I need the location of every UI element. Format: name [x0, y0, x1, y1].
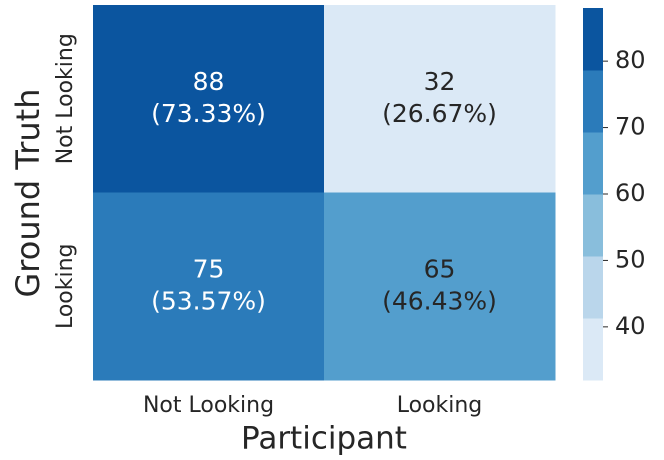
colorbar-band — [583, 318, 603, 381]
cell-value: 88 — [193, 67, 225, 96]
x-axis-label: Participant — [241, 421, 407, 457]
cell-value: 65 — [424, 254, 456, 283]
x-tick-label: Not Looking — [143, 393, 274, 418]
colorbar-tick-label: 60 — [615, 179, 646, 207]
heatmap-cell — [93, 5, 325, 193]
cell-percent: (53.57%) — [151, 286, 266, 315]
colorbar-band — [583, 194, 603, 257]
y-tick-label: Looking — [53, 243, 78, 329]
colorbar-band — [583, 132, 603, 195]
colorbar-band — [583, 8, 603, 71]
colorbar-tick-label: 80 — [615, 46, 646, 74]
cell-percent: (46.43%) — [382, 286, 497, 315]
y-tick-label: Not Looking — [53, 33, 78, 164]
cell-percent: (73.33%) — [151, 99, 266, 128]
colorbar-band — [583, 256, 603, 319]
cell-percent: (26.67%) — [382, 99, 497, 128]
colorbar-tick-label: 50 — [615, 245, 646, 273]
colorbar-tick-label: 70 — [615, 113, 646, 141]
cell-value: 32 — [424, 67, 456, 96]
cell-value: 75 — [193, 254, 225, 283]
colorbar-tick-label: 40 — [615, 312, 646, 340]
colorbar-band — [583, 70, 603, 133]
heatmap-cell — [93, 192, 325, 381]
heatmap-cell — [324, 192, 556, 381]
y-axis-label: Ground Truth — [9, 89, 47, 298]
x-tick-label: Looking — [397, 393, 483, 418]
heatmap-cell — [324, 5, 556, 193]
